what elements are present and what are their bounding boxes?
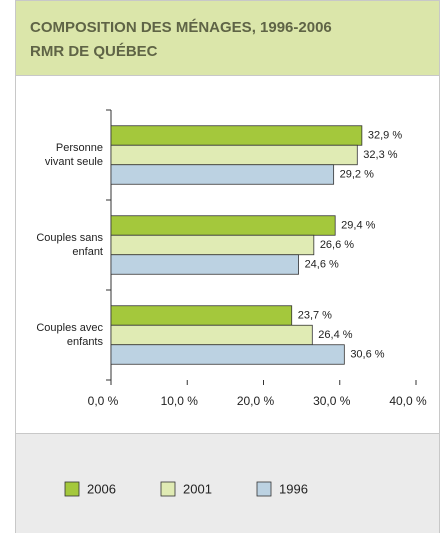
value-label: 32,9 % <box>368 129 402 141</box>
bar <box>110 164 335 185</box>
x-tick-label: 0,0 % <box>88 394 119 408</box>
value-label: 26,4 % <box>318 329 352 341</box>
legend-swatch <box>64 481 80 497</box>
value-label: 23,7 % <box>298 309 332 321</box>
legend-band <box>15 433 440 533</box>
value-label: 24,6 % <box>305 258 339 270</box>
category-label: Personne vivant seule <box>44 142 103 168</box>
chart-title: COMPOSITION DES MÉNAGES, 1996-2006 <box>30 19 332 36</box>
x-tick-label: 40,0 % <box>389 394 427 408</box>
legend-swatch <box>160 481 176 497</box>
bar <box>110 144 358 166</box>
bar <box>110 344 345 365</box>
category-label: Couples avec enfants <box>36 322 103 348</box>
bar <box>110 234 315 256</box>
value-label: 29,2 % <box>340 168 374 180</box>
value-label: 30,6 % <box>350 348 384 360</box>
x-tick-label: 30,0 % <box>313 394 351 408</box>
value-label: 29,4 % <box>341 219 375 231</box>
legend-swatch <box>256 481 272 497</box>
frame <box>15 0 440 533</box>
value-label: 26,6 % <box>320 239 354 251</box>
legend-label: 1996 <box>279 481 308 496</box>
bar <box>110 254 299 275</box>
legend-label: 2006 <box>87 481 116 496</box>
header-band <box>15 0 440 75</box>
chart-subtitle: RMR DE QUÉBEC <box>30 43 158 60</box>
bar <box>110 324 313 346</box>
category-label: Couples sans enfant <box>36 232 103 258</box>
bar <box>110 215 336 236</box>
bar <box>110 305 293 326</box>
value-label: 32,3 % <box>363 149 397 161</box>
x-tick-label: 10,0 % <box>161 394 199 408</box>
bar <box>110 125 363 146</box>
x-tick-label: 20,0 % <box>237 394 275 408</box>
legend-label: 2001 <box>183 481 212 496</box>
